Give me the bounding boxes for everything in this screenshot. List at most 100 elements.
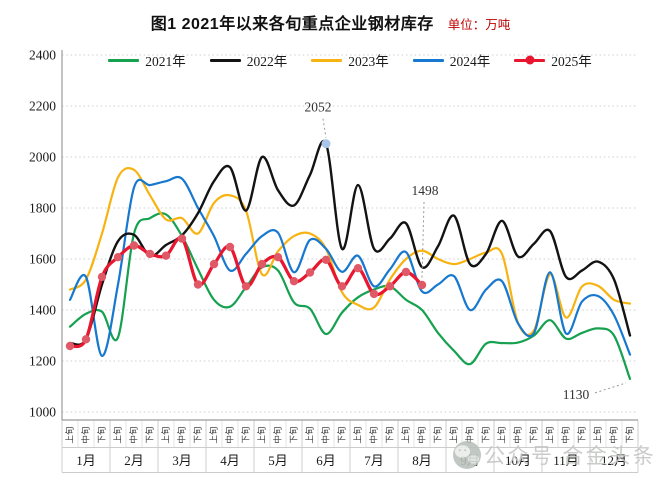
series-marker-2025 (401, 267, 411, 277)
y-axis-tick-label: 2200 (29, 99, 56, 114)
x-axis-period-label: 下旬 (97, 426, 107, 443)
x-axis-period-label: 下旬 (337, 426, 347, 443)
wechat-bubble-eye (458, 449, 461, 452)
legend-label-2024: 2024年 (449, 54, 491, 69)
x-axis-period-label: 中旬 (321, 426, 331, 443)
x-axis-period-label: 中旬 (225, 426, 235, 443)
legend-line-swatch-2021 (108, 58, 140, 62)
watermark: 公众号 合金头条 (453, 441, 656, 469)
x-axis-month-label: 7月 (364, 453, 384, 468)
x-axis-period-label: 上旬 (113, 426, 123, 443)
x-axis-month-label: 5月 (268, 453, 288, 468)
x-axis-period-label: 上旬 (257, 426, 267, 443)
legend-item-2021: 2021年 (108, 50, 186, 70)
series-marker-2025 (241, 282, 251, 291)
legend-label-2022: 2022年 (246, 54, 288, 69)
x-axis-period-label: 上旬 (353, 426, 363, 443)
unit-label: 单位：万吨 (447, 18, 511, 32)
legend-line-swatch-2025 (514, 55, 546, 65)
annotation-label: 1130 (563, 387, 590, 402)
series-marker-2025 (81, 335, 91, 344)
x-axis-month-label: 12月 (601, 453, 627, 468)
annotation-leader (322, 118, 327, 138)
x-axis-period-label: 中旬 (417, 426, 427, 443)
series-marker-2025 (145, 249, 155, 259)
series-marker-2025 (113, 253, 123, 262)
x-axis-period-label: 下旬 (433, 426, 443, 443)
y-axis-tick-label: 2000 (29, 150, 56, 165)
title-row: 图1 2021年以来各旬重点企业钢材库存 单位：万吨 (0, 10, 661, 34)
x-axis-month-label: 11月 (553, 453, 579, 468)
series-marker-2025 (273, 253, 283, 262)
x-axis-period-label: 下旬 (145, 426, 155, 443)
y-axis-tick-label: 1600 (29, 252, 56, 267)
x-axis-period-label: 中旬 (369, 426, 379, 443)
annotation-leader (421, 201, 425, 279)
series-marker-2025 (417, 280, 427, 290)
x-axis-period-label: 中旬 (177, 426, 187, 443)
annotation-leader (594, 382, 627, 394)
series-marker-2025 (97, 272, 107, 282)
x-axis-month-label: 4月 (220, 453, 240, 468)
x-axis-period-label: 中旬 (129, 426, 139, 443)
annotation-marker (321, 139, 331, 149)
legend-label-2025: 2025年 (551, 54, 592, 69)
legend-line-swatch-2022 (209, 58, 241, 62)
series-marker-2025 (289, 277, 299, 286)
x-axis-period-label: 上旬 (305, 426, 315, 443)
legend-line-swatch-2023 (311, 58, 343, 62)
x-axis-period-label: 上旬 (401, 426, 411, 443)
legend-line-swatch-2024 (412, 58, 444, 62)
series-marker-2025 (337, 282, 347, 291)
y-axis-tick-label: 1000 (29, 405, 56, 420)
legend-label-2023: 2023年 (348, 54, 389, 69)
y-axis-tick-label: 1400 (29, 303, 56, 318)
x-axis-period-label: 上旬 (449, 426, 459, 443)
legend-item-2022: 2022年 (209, 50, 288, 70)
x-axis-month-label: 2月 (124, 453, 144, 468)
x-axis-month-label: 1月 (76, 453, 96, 468)
x-axis-period-label: 下旬 (385, 426, 395, 443)
y-axis-tick-label: 2400 (29, 48, 56, 63)
x-axis-month-label: 8月 (412, 453, 432, 468)
x-axis-month-label: 10月 (505, 453, 531, 468)
x-axis-period-label: 下旬 (625, 426, 635, 443)
series-marker-2025 (305, 268, 315, 277)
series-line-2022 (68, 139, 632, 346)
series-marker-2025 (209, 259, 219, 269)
series-marker-2025 (193, 280, 203, 289)
x-axis-period-label: 上旬 (497, 426, 507, 443)
y-axis-tick-label: 1200 (29, 354, 56, 369)
series-line-2023 (68, 166, 632, 336)
legend-item-2025: 2025年 (514, 50, 592, 70)
wechat-bubble-small (467, 454, 480, 464)
series-marker-2025 (385, 282, 395, 291)
x-axis-month-label: 3月 (172, 453, 192, 468)
x-axis-period-label: 下旬 (577, 426, 587, 443)
x-axis-period-label: 中旬 (273, 426, 283, 443)
series-marker-2025 (225, 242, 235, 252)
x-axis-period-label: 中旬 (561, 426, 571, 443)
x-axis-period-label: 下旬 (529, 426, 539, 443)
x-axis-period-label: 下旬 (481, 426, 491, 443)
x-axis-period-label: 下旬 (193, 426, 203, 443)
legend-label-2021: 2021年 (145, 54, 186, 69)
x-axis-period-label: 上旬 (545, 426, 555, 443)
x-axis-period-label: 中旬 (513, 426, 523, 443)
wechat-bubble-large (454, 445, 471, 458)
series-marker-2025 (353, 264, 363, 273)
x-axis-period-label: 中旬 (81, 426, 91, 443)
watermark-text: 公众号 合金头条 (484, 444, 656, 468)
annotation-label: 2052 (305, 100, 332, 115)
x-axis-period-label: 上旬 (65, 426, 75, 443)
legend-marker-dot-2025 (525, 55, 535, 65)
annotation-label: 1498 (412, 183, 439, 198)
chart-legend: 2021年 2022年 2023年 2024年 2025年 (62, 50, 638, 70)
series-marker-2025 (161, 251, 171, 260)
legend-item-2024: 2024年 (412, 50, 491, 70)
series-marker-2025 (129, 241, 139, 250)
chart-title: 图1 2021年以来各旬重点企业钢材库存 (150, 16, 434, 33)
series-line-2021 (68, 212, 632, 380)
